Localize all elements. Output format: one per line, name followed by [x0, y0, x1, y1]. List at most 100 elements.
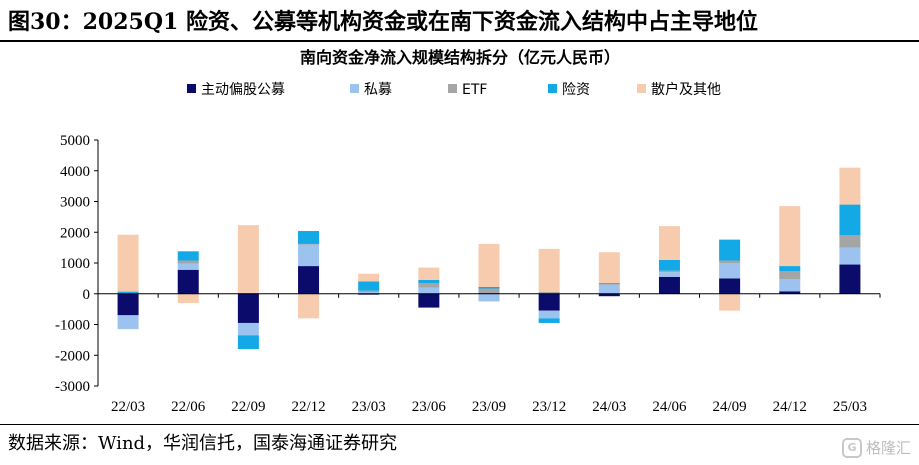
- bar-22-03-series-3: [117, 291, 139, 294]
- bar-24-06-series-0: [658, 276, 680, 294]
- legend-label-2: ETF: [462, 82, 487, 98]
- bar-22-12-series-0: [298, 266, 320, 294]
- bar-24-06-series-4: [658, 226, 680, 260]
- y-tick-label: 4000: [60, 164, 90, 180]
- bar-22-06-series-3: [177, 251, 199, 261]
- bar-24-12-series-1: [779, 278, 801, 292]
- bar-23-03-series-3: [358, 281, 380, 291]
- bar-22-12-series-2: [298, 243, 320, 245]
- bar-24-12-series-0: [779, 291, 801, 294]
- legend-label-1: 私募: [364, 82, 392, 98]
- x-tick-label: 22/12: [291, 399, 325, 415]
- bar-23-03-series-1: [358, 292, 380, 294]
- legend-label-4: 散户及其他: [651, 81, 721, 98]
- y-tick-label: 1000: [60, 256, 90, 272]
- x-tick-label: 22/03: [111, 399, 145, 415]
- bar-23-06-series-0: [418, 293, 440, 308]
- x-tick-label: 23/06: [412, 399, 447, 415]
- y-tick-label: -2000: [55, 348, 90, 364]
- x-tick-label: 23/12: [532, 399, 566, 415]
- bar-23-12-series-3: [538, 318, 560, 323]
- x-tick-label: 24/12: [773, 399, 807, 415]
- footer-divider: [0, 424, 919, 425]
- bar-22-09-series-1: [237, 322, 259, 336]
- bar-22-12-series-1: [298, 244, 320, 267]
- bar-23-12-series-1: [538, 310, 560, 319]
- bar-24-03-series-2: [598, 283, 620, 285]
- y-tick-label: -1000: [55, 318, 90, 334]
- bar-23-09-series-4: [478, 243, 500, 287]
- bar-23-06-series-1: [418, 287, 440, 294]
- y-axis: -3000 -2000 -1000 0 1000 2000 3000 4000 5000: [55, 133, 99, 395]
- bar-23-09-series-2: [478, 288, 500, 294]
- bar-24-06-series-3: [658, 259, 680, 271]
- bar-23-12-series-2: [538, 291, 560, 294]
- bar-24-03-series-3: [598, 282, 620, 284]
- bar-23-12-series-4: [538, 248, 560, 292]
- legend-swatch-3: [548, 84, 557, 93]
- y-tick-label: 3000: [60, 195, 90, 211]
- bar-23-06-series-4: [418, 267, 440, 280]
- bar-22-06-series-0: [177, 269, 199, 294]
- bar-24-03-series-0: [598, 293, 620, 297]
- x-tick-label: 24/03: [592, 399, 626, 415]
- y-tick-label: -3000: [55, 379, 90, 395]
- bar-25-03-series-0: [839, 264, 861, 294]
- bar-22-09-series-0: [237, 293, 259, 323]
- legend-label-3: 险资: [562, 82, 590, 98]
- source-note: 数据来源：Wind，华润信托，国泰海通证券研究: [8, 433, 398, 454]
- watermark-logo-icon: G: [841, 437, 862, 458]
- legend-swatch-2: [448, 84, 457, 93]
- x-tick-label: 22/06: [171, 399, 206, 415]
- bar-24-06-series-2: [658, 270, 680, 273]
- bar-22-03-series-4: [117, 234, 139, 292]
- bar-24-03-series-4: [598, 252, 620, 283]
- bar-22-12-series-4: [298, 293, 320, 319]
- header-divider: [0, 40, 919, 42]
- bars: [117, 167, 861, 350]
- x-tick-label: 25/03: [833, 399, 867, 415]
- bar-22-03-series-1: [117, 315, 139, 330]
- bar-24-09-series-4: [719, 293, 741, 311]
- y-tick-label: 0: [83, 287, 91, 303]
- page-title: 图30：2025Q1 险资、公募等机构资金或在南下资金流入结构中占主导地位: [8, 9, 758, 35]
- watermark-text: 格隆汇: [865, 439, 911, 457]
- bar-24-09-series-3: [719, 239, 741, 261]
- bar-24-12-series-2: [779, 271, 801, 279]
- bar-23-09-series-3: [478, 286, 500, 289]
- y-tick-label: 2000: [60, 225, 90, 241]
- bar-24-12-series-4: [779, 206, 801, 267]
- legend-swatch-1: [350, 84, 359, 93]
- bar-22-03-series-0: [117, 293, 139, 316]
- bar-22-06-series-4: [177, 293, 199, 303]
- bar-24-09-series-1: [719, 263, 741, 279]
- watermark: G 格隆汇: [841, 437, 911, 458]
- x-tick-label: 24/09: [713, 399, 747, 415]
- bar-23-06-series-3: [418, 279, 440, 283]
- bar-22-06-series-1: [177, 263, 199, 270]
- bar-22-06-series-2: [177, 260, 199, 264]
- bar-25-03-series-1: [839, 247, 861, 265]
- bar-24-03-series-1: [598, 284, 620, 294]
- bar-25-03-series-4: [839, 167, 861, 205]
- bar-23-09-series-1: [478, 293, 500, 302]
- x-tick-label: 22/09: [231, 399, 265, 415]
- legend-swatch-4: [637, 84, 646, 93]
- legend-label-0: 主动偏股公募: [201, 82, 285, 98]
- x-tick-label: 23/09: [472, 399, 506, 415]
- legend-swatch-0: [187, 84, 196, 93]
- x-axis: 22/03 22/06 22/09 22/12 23/03 23/06 23/09 23/12…: [97, 293, 881, 415]
- bar-24-09-series-0: [719, 278, 741, 294]
- chart-title: 南向资金净流入规模结构拆分（亿元人民币）: [300, 48, 620, 67]
- bar-22-09-series-3: [237, 335, 259, 350]
- bar-23-03-series-2: [358, 290, 380, 293]
- bar-24-06-series-1: [658, 272, 680, 277]
- bar-22-09-series-4: [237, 225, 259, 293]
- x-tick-label: 24/06: [652, 399, 687, 415]
- x-tick-label: 23/03: [352, 399, 386, 415]
- chart-legend: 主动偏股公募 私募 ETF 险资 散户及其他: [187, 81, 721, 98]
- bar-24-12-series-3: [779, 266, 801, 272]
- bar-24-09-series-2: [719, 260, 741, 263]
- bar-23-06-series-2: [418, 282, 440, 288]
